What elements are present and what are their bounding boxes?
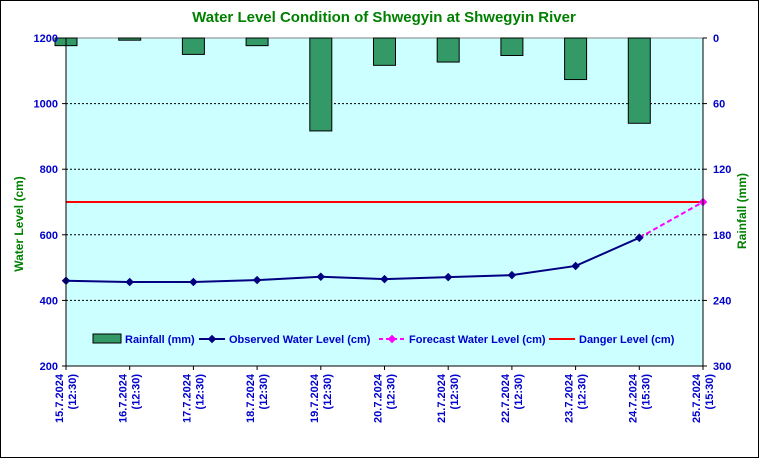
y-tick-label-left: 400 [40, 295, 58, 307]
x-tick-label: 20.7.2024 (12:30) [373, 373, 398, 423]
rainfall-bar [500, 37, 524, 56]
legend-marker [387, 334, 397, 344]
x-tick-label-date: 19.7.2024 [309, 373, 321, 423]
x-tick-label: 22.7.2024 (12:30) [500, 373, 525, 423]
observed-water-level-point [380, 274, 389, 284]
legend-marker [207, 334, 217, 344]
y-tick-label-right: 0 [713, 33, 719, 45]
y-axis-label-right: Rainfall (mm) [735, 173, 749, 249]
x-tick-label-time: (12:30) [449, 374, 461, 410]
x-tick-label-time: (15:30) [704, 374, 716, 410]
legend-swatch [92, 333, 122, 344]
x-tick-label: 24.7.2024 (15:30) [627, 373, 652, 423]
rainfall-bar [181, 37, 205, 55]
observed-water-level-point [125, 277, 134, 287]
y-axis-label-left: Water Level (cm) [12, 176, 26, 272]
x-tick-label-time: (12:30) [131, 374, 143, 410]
x-tick-label: 23.7.2024 (12:30) [564, 373, 589, 423]
legend-label: Danger Level (cm) [579, 334, 675, 346]
observed-water-level-point [316, 272, 326, 282]
y-tick-label-left: 600 [40, 230, 58, 242]
legend-item: Forecast Water Level (cm) [379, 334, 546, 346]
legend-label: Forecast Water Level (cm) [409, 334, 546, 346]
observed-water-level-point [507, 270, 517, 280]
x-tick-label-time: (12:30) [513, 374, 525, 410]
x-tick-label-time: (12:30) [386, 374, 398, 410]
x-tick-label-date: 17.7.2024 [181, 373, 193, 423]
x-tick-label-time: (15:30) [640, 374, 652, 410]
x-tick-label-date: 23.7.2024 [564, 373, 576, 423]
chart-title: Water Level Condition of Shwegyin at Shw… [192, 9, 576, 26]
observed-water-level-point [252, 275, 262, 285]
legend-label: Observed Water Level (cm) [229, 334, 371, 346]
water-level-lines [61, 197, 708, 287]
x-tick-label-time: (12:30) [322, 374, 334, 410]
rainfall-bar [564, 37, 588, 81]
y-tick-label-right: 120 [713, 164, 731, 176]
legend-label: Rainfall (mm) [125, 334, 195, 346]
x-tick-label-date: 22.7.2024 [500, 373, 512, 423]
x-tick-label: 17.7.2024 (12:30) [181, 373, 206, 423]
x-tick-label: 25.7.2024 (15:30) [691, 373, 716, 423]
y-tick-label-left: 200 [40, 361, 58, 373]
x-tick-label-time: (12:30) [194, 374, 206, 410]
y-tick-label-left: 1000 [34, 99, 58, 111]
x-tick-label: 16.7.2024 (12:30) [118, 373, 143, 423]
forecast-water-level-line [638, 201, 704, 239]
x-tick-label-date: 21.7.2024 [436, 373, 448, 423]
x-tick-label: 19.7.2024 (12:30) [309, 373, 334, 423]
rainfall-bar [309, 37, 333, 132]
y-tick-label-right: 300 [713, 361, 731, 373]
rainfall-bar [373, 37, 396, 66]
y-tick-label-right: 240 [713, 295, 731, 307]
rainfall-bar [118, 37, 142, 41]
legend-item: Observed Water Level (cm) [199, 334, 371, 346]
rainfall-bar [245, 37, 269, 47]
x-tick-label: 15.7.2024 (12:30) [54, 373, 79, 423]
y-tick-label-left: 800 [40, 164, 58, 176]
legend: Rainfall (mm) Observed Water Level (cm) Fo… [92, 333, 675, 346]
x-tick-label-date: 16.7.2024 [118, 373, 130, 423]
legend-item: Danger Level (cm) [549, 334, 675, 346]
observed-water-level-point [189, 277, 198, 287]
rainfall-bar [627, 37, 651, 124]
observed-water-level-point [443, 272, 453, 282]
x-tick-label: 21.7.2024 (12:30) [436, 373, 461, 423]
x-tick-label: 18.7.2024 (12:30) [245, 373, 270, 423]
x-tick-label-date: 20.7.2024 [373, 373, 385, 423]
x-tick-label-date: 15.7.2024 [54, 373, 66, 423]
rainfall-bars [54, 37, 651, 132]
axes: 200 400 600 800 1000 1200 0 60 120 180 240 300 15.7.… [34, 33, 732, 423]
x-tick-label-date: 25.7.2024 [691, 373, 703, 423]
x-tick-label-time: (12:30) [577, 374, 589, 410]
x-tick-label-date: 18.7.2024 [245, 373, 257, 423]
observed-water-level-line [65, 236, 640, 284]
observed-water-level-point [571, 261, 580, 271]
x-tick-label-date: 24.7.2024 [627, 373, 639, 423]
rainfall-bar [436, 37, 460, 63]
legend-item: Rainfall (mm) [92, 333, 195, 346]
y-tick-label-right: 60 [713, 99, 725, 111]
y-tick-label-left: 1200 [34, 33, 58, 45]
x-tick-label-time: (12:30) [67, 374, 79, 410]
y-tick-label-right: 180 [713, 230, 731, 242]
x-tick-label-time: (12:30) [258, 374, 270, 410]
